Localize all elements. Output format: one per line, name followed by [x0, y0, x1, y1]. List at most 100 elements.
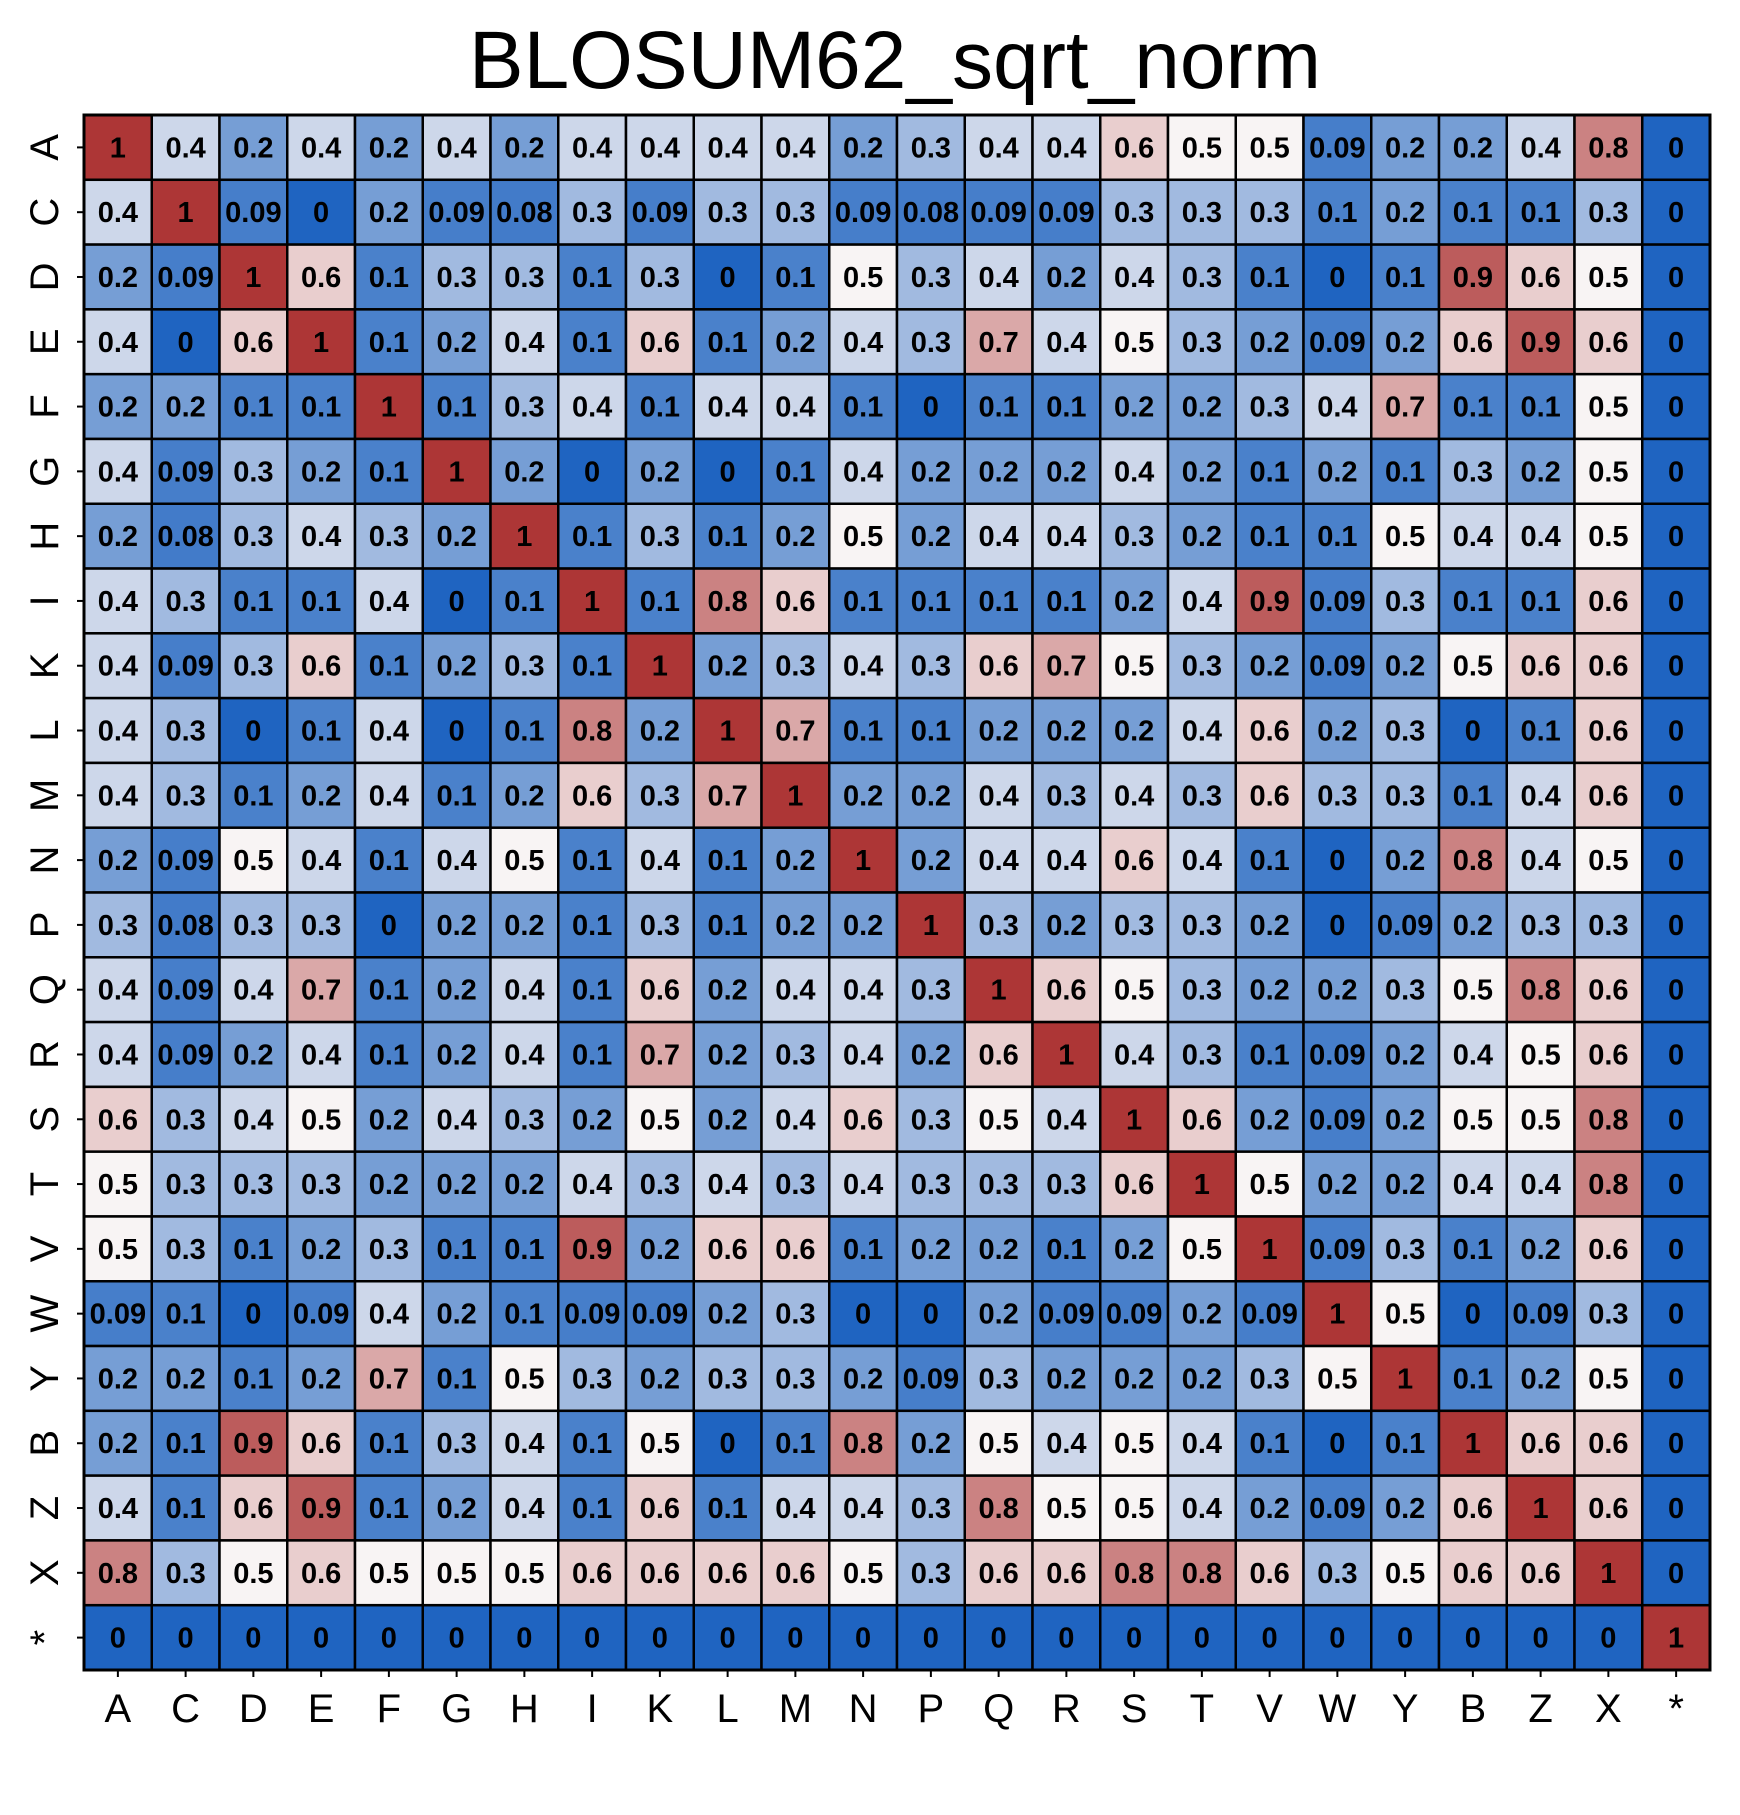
heatmap-cell-F-P	[895, 372, 966, 441]
cell-value-label: 0.2	[775, 845, 815, 877]
cell-value-label: 0.4	[98, 716, 138, 748]
heatmap-cell-Y-Z	[1505, 1344, 1576, 1413]
heatmap-cell-S-P	[895, 1085, 966, 1153]
cell-value-label: 0.6	[572, 1558, 612, 1590]
heatmap-cell-A-W	[1302, 113, 1373, 182]
cell-value-label: 0	[110, 1623, 126, 1655]
heatmap-cell-*-I	[557, 1603, 628, 1672]
cell-value-label: 0.1	[369, 456, 409, 488]
cell-value-label: 0.5	[436, 1558, 476, 1590]
cell-value-label: 0.2	[1249, 651, 1289, 683]
cell-value-label: 0.1	[233, 586, 273, 618]
cell-value-label: 0.4	[1520, 845, 1560, 877]
cell-value-label: 1	[1533, 1493, 1549, 1525]
cell-value-label: 0.6	[1249, 716, 1289, 748]
cell-value-label: 0.2	[98, 1363, 138, 1395]
cell-value-label: 1	[1262, 1234, 1278, 1266]
heatmap-cell-N-G	[421, 826, 492, 894]
cell-value-label: 0.2	[707, 1299, 747, 1331]
cell-value-label: 0.2	[233, 1039, 273, 1071]
cell-value-label: 0.6	[640, 327, 680, 359]
cell-value-label: 0.5	[1114, 651, 1154, 683]
heatmap-cell-F-F	[353, 372, 424, 441]
cell-value-label: 0.2	[436, 1493, 476, 1525]
cell-value-label: 0.4	[843, 1169, 883, 1201]
cell-value-label: 0.3	[233, 910, 273, 942]
cell-value-label: 0.5	[369, 1558, 409, 1590]
cell-value-label: 0	[720, 456, 736, 488]
cell-value-label: 0.6	[640, 975, 680, 1007]
heatmap-cell-D-C	[150, 243, 221, 311]
heatmap-cell-T-W	[1302, 1150, 1373, 1218]
cell-value-label: 0.4	[436, 132, 476, 164]
heatmap-cell-W-P	[895, 1280, 966, 1348]
cell-value-label: 0.09	[1309, 586, 1365, 618]
cell-value-label: 0.3	[436, 1428, 476, 1460]
heatmap-cell-K-M	[760, 632, 831, 700]
y-tick-label: Q	[23, 974, 67, 1005]
x-tick-label: R	[1052, 1687, 1081, 1731]
heatmap-cell-D-H	[489, 243, 560, 311]
heatmap-cell-W-M	[760, 1280, 831, 1348]
y-tick-label: W	[23, 1295, 67, 1333]
cell-value-label: 0.2	[843, 910, 883, 942]
heatmap-cell-B-G	[421, 1409, 492, 1477]
cell-value-label: 0	[381, 1623, 397, 1655]
cell-value-label: 0.3	[1182, 910, 1222, 942]
heatmap-cell-Z-E	[286, 1474, 357, 1542]
heatmap-cell-P-B	[1437, 891, 1508, 959]
cell-value-label: 0.3	[1588, 1299, 1628, 1331]
heatmap-cell-V-V	[1234, 1215, 1305, 1283]
cell-value-label: 0.08	[157, 521, 213, 553]
cell-value-label: 0.2	[1114, 392, 1154, 424]
cell-value-label: 0.1	[1249, 845, 1289, 877]
cell-value-label: 0.1	[436, 392, 476, 424]
cell-value-label: 0	[1533, 1623, 1549, 1655]
heatmap-cell-Z-C	[150, 1474, 221, 1542]
heatmap-cell-K-I	[557, 632, 628, 700]
y-tick-label: B	[23, 1430, 67, 1457]
cell-value-label: 0.4	[504, 327, 544, 359]
cell-value-label: 0.09	[157, 651, 213, 683]
cell-value-label: 0.2	[1385, 1039, 1425, 1071]
heatmap-cell-P-S	[1099, 891, 1170, 959]
heatmap-cell-*-X	[1573, 1603, 1644, 1672]
cell-value-label: 0.9	[572, 1234, 612, 1266]
cell-value-label: 0	[1668, 1169, 1684, 1201]
heatmap-cell-R-G	[421, 1020, 492, 1089]
cell-value-label: 0.5	[1453, 651, 1493, 683]
cell-value-label: 0.09	[157, 456, 213, 488]
cell-value-label: 0	[1668, 1363, 1684, 1395]
heatmap-cell-V-K	[624, 1215, 695, 1283]
cell-value-label: 0.2	[775, 910, 815, 942]
cell-value-label: 0.1	[436, 1234, 476, 1266]
cell-value-label: 0.2	[504, 1169, 544, 1201]
cell-value-label: 0.3	[1588, 910, 1628, 942]
heatmap-cell-R-I	[557, 1020, 628, 1089]
heatmap-cell-X-*	[1641, 1539, 1712, 1607]
cell-value-label: 0.09	[1309, 1104, 1365, 1136]
cell-value-label: 0.5	[1588, 392, 1628, 424]
heatmap-cell-X-E	[286, 1539, 357, 1607]
cell-value-label: 0.5	[640, 1104, 680, 1136]
cell-value-label: 0.09	[1309, 651, 1365, 683]
cell-value-label: 0	[991, 1623, 1007, 1655]
cell-value-label: 0.6	[1453, 1558, 1493, 1590]
heatmap-cell-T-X	[1573, 1150, 1644, 1218]
heatmap-cell-Q-R	[1031, 956, 1102, 1024]
y-tick-label: P	[23, 912, 67, 939]
cell-value-label: 0.7	[301, 975, 341, 1007]
heatmap-cell-P-F	[353, 891, 424, 959]
cell-value-label: 0.2	[369, 1169, 409, 1201]
cell-value-label: 0.4	[1182, 586, 1222, 618]
cell-value-label: 0	[1668, 586, 1684, 618]
cell-value-label: 0.2	[1046, 1363, 1086, 1395]
cell-value-label: 0.1	[572, 910, 612, 942]
cell-value-label: 0.4	[98, 456, 138, 488]
cell-value-label: 0.3	[707, 197, 747, 229]
heatmap-cell-C-*	[1641, 178, 1712, 246]
cell-value-label: 0.4	[98, 327, 138, 359]
cell-value-label: 0.1	[504, 1234, 544, 1266]
cell-value-label: 1	[1668, 1623, 1684, 1655]
